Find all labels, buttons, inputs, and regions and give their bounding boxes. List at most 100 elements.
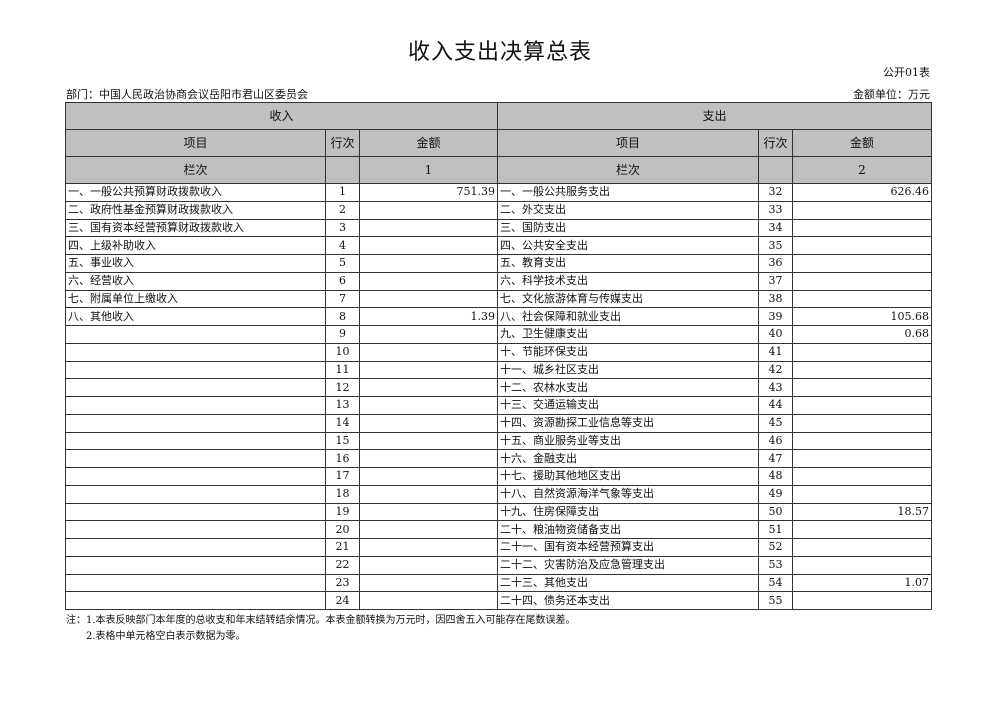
expense-item: 十四、资源勘探工业信息等支出 <box>497 413 759 433</box>
income-column-number: 1 <box>359 156 498 184</box>
expense-amount <box>792 271 932 291</box>
expense-item: 十七、援助其他地区支出 <box>497 467 759 486</box>
income-row-no: 2 <box>325 200 360 220</box>
expense-amount <box>792 254 932 273</box>
table-row: 18 十八、自然资源海洋气象等支出 49 <box>65 484 932 504</box>
expense-amount: 105.68 <box>792 307 932 326</box>
page-title: 收入支出决算总表 <box>407 40 592 65</box>
department-label: 部门：中国人民政治协商会议岳阳市君山区委员会 <box>66 88 308 101</box>
section-header-row: 收入 支出 <box>65 102 932 130</box>
expense-amount <box>792 413 932 433</box>
income-row-no: 23 <box>325 573 360 593</box>
income-row-no: 15 <box>325 431 360 451</box>
income-item <box>65 378 326 397</box>
income-item: 三、国有资本经营预算财政拨款收入 <box>65 218 326 238</box>
income-row-no: 20 <box>325 520 360 539</box>
income-item <box>65 555 326 575</box>
expense-amount: 626.46 <box>792 183 932 202</box>
expense-item: 六、科学技术支出 <box>497 271 759 291</box>
expense-item: 一、一般公共服务支出 <box>497 183 759 202</box>
table-row: 三、国有资本经营预算财政拨款收入 3 三、国防支出 34 <box>65 218 932 238</box>
expense-column-blank <box>758 156 793 184</box>
income-amount <box>359 360 498 380</box>
expense-amount <box>792 431 932 451</box>
expense-row-no-header: 行次 <box>758 129 793 157</box>
income-column-label: 栏次 <box>65 156 326 184</box>
expense-amount: 0.68 <box>792 325 932 344</box>
expense-item: 二十二、灾害防治及应急管理支出 <box>497 555 759 575</box>
expense-item: 十三、交通运输支出 <box>497 396 759 415</box>
column-index-row: 栏次 1 栏次 2 <box>65 156 932 184</box>
expense-amount <box>792 289 932 309</box>
expense-amount <box>792 378 932 397</box>
income-amount <box>359 396 498 415</box>
table-row: 二、政府性基金预算财政拨款收入 2 二、外交支出 33 <box>65 200 932 220</box>
expense-row-no: 50 <box>758 502 793 522</box>
expense-amount <box>792 555 932 575</box>
income-item <box>65 396 326 415</box>
expense-item: 二十三、其他支出 <box>497 573 759 593</box>
income-amount <box>359 378 498 397</box>
expense-row-no: 54 <box>758 573 793 593</box>
table-row: 八、其他收入 8 1.39 八、社会保障和就业支出 39 105.68 <box>65 307 932 326</box>
income-item <box>65 591 326 610</box>
income-row-no: 17 <box>325 467 360 486</box>
expense-row-no: 55 <box>758 591 793 610</box>
expense-amount <box>792 467 932 486</box>
income-row-no: 9 <box>325 325 360 344</box>
table-row: 19 十九、住房保障支出 50 18.57 <box>65 502 932 522</box>
income-amount <box>359 538 498 557</box>
income-item-header: 项目 <box>65 129 326 157</box>
income-amount <box>359 520 498 539</box>
income-amount <box>359 484 498 504</box>
income-row-no: 18 <box>325 484 360 504</box>
income-row-no: 10 <box>325 342 360 362</box>
income-item: 八、其他收入 <box>65 307 326 326</box>
expense-amount <box>792 449 932 468</box>
expense-item: 四、公共安全支出 <box>497 236 759 255</box>
income-row-no: 24 <box>325 591 360 610</box>
income-amount <box>359 467 498 486</box>
expense-row-no: 45 <box>758 413 793 433</box>
income-amount <box>359 502 498 522</box>
table-row: 一、一般公共预算财政拨款收入 1 751.39 一、一般公共服务支出 32 626.46 <box>65 183 932 202</box>
income-item <box>65 413 326 433</box>
income-item <box>65 484 326 504</box>
expense-item: 七、文化旅游体育与传媒支出 <box>497 289 759 309</box>
income-item <box>65 502 326 522</box>
expense-item: 十、节能环保支出 <box>497 342 759 362</box>
expense-item: 九、卫生健康支出 <box>497 325 759 344</box>
table-row: 22 二十二、灾害防治及应急管理支出 53 <box>65 555 932 575</box>
income-expense-table: 收入 支出 项目 行次 金额 项目 行次 金额 栏次 1 栏次 2 一、一般公共… <box>65 102 932 610</box>
expense-item-header: 项目 <box>497 129 759 157</box>
income-row-no: 6 <box>325 271 360 291</box>
table-row: 七、附属单位上缴收入 7 七、文化旅游体育与传媒支出 38 <box>65 289 932 309</box>
income-amount <box>359 449 498 468</box>
table-row: 13 十三、交通运输支出 44 <box>65 396 932 415</box>
income-row-no: 8 <box>325 307 360 326</box>
income-item <box>65 325 326 344</box>
expense-item: 十二、农林水支出 <box>497 378 759 397</box>
income-row-no: 21 <box>325 538 360 557</box>
expense-row-no: 43 <box>758 378 793 397</box>
income-row-no: 12 <box>325 378 360 397</box>
note-2: 2.表格中单元格空白表示数据为零。 <box>86 631 246 642</box>
expense-row-no: 44 <box>758 396 793 415</box>
expense-item: 十一、城乡社区支出 <box>497 360 759 380</box>
income-item <box>65 520 326 539</box>
expense-row-no: 51 <box>758 520 793 539</box>
income-item: 二、政府性基金预算财政拨款收入 <box>65 200 326 220</box>
income-amount: 1.39 <box>359 307 498 326</box>
income-row-no: 3 <box>325 218 360 238</box>
income-row-no: 11 <box>325 360 360 380</box>
table-row: 六、经营收入 6 六、科学技术支出 37 <box>65 271 932 291</box>
expense-amount <box>792 484 932 504</box>
expense-amount <box>792 218 932 238</box>
income-amount <box>359 573 498 593</box>
table-row: 14 十四、资源勘探工业信息等支出 45 <box>65 413 932 433</box>
income-amount <box>359 200 498 220</box>
table-row: 16 十六、金融支出 47 <box>65 449 932 468</box>
table-row: 15 十五、商业服务业等支出 46 <box>65 431 932 451</box>
income-item <box>65 431 326 451</box>
expense-item: 十九、住房保障支出 <box>497 502 759 522</box>
